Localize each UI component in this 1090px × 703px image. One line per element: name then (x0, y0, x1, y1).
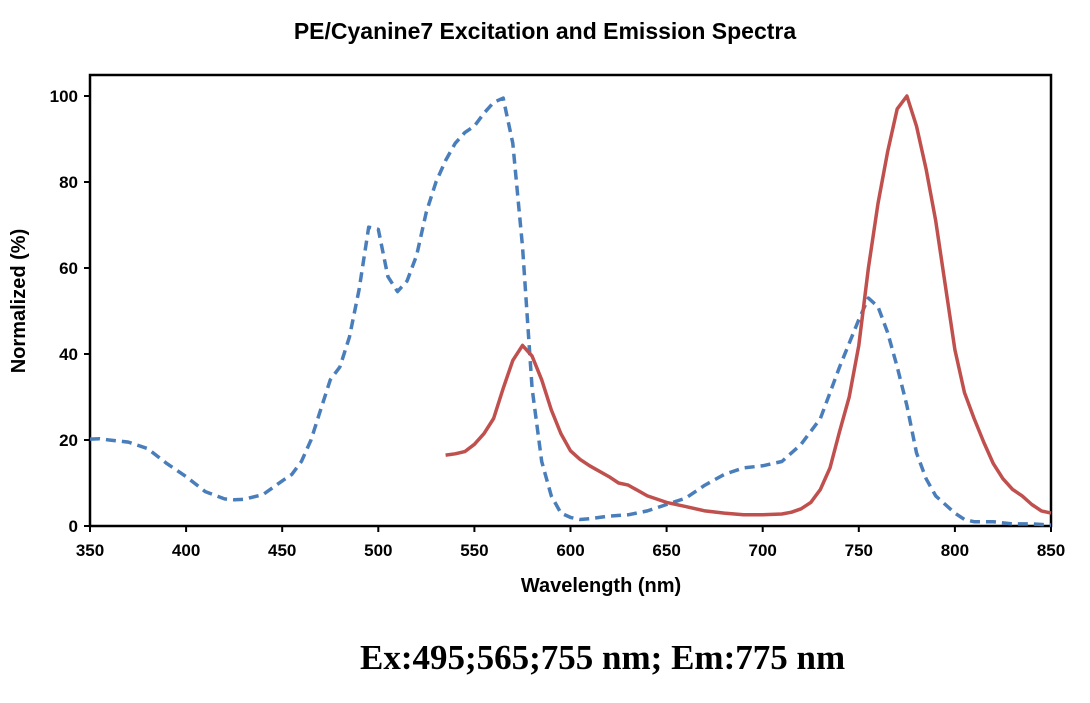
x-tick-label: 650 (652, 541, 680, 560)
x-tick-label: 850 (1037, 541, 1065, 560)
y-tick-label: 80 (59, 173, 78, 192)
x-tick-label: 400 (172, 541, 200, 560)
y-axis-label: Normalized (%) (8, 229, 30, 373)
x-tick-label: 350 (76, 541, 104, 560)
x-tick-label: 750 (845, 541, 873, 560)
y-tick-label: 40 (59, 345, 78, 364)
emission-series-line (445, 94, 1052, 517)
y-tick-label: 60 (59, 259, 78, 278)
x-axis-label: Wavelength (nm) (521, 575, 681, 597)
x-tick-label: 700 (749, 541, 777, 560)
plot-frame (88, 73, 1053, 528)
x-tick-label: 600 (556, 541, 584, 560)
x-tick-label: 500 (364, 541, 392, 560)
y-tick-label: 0 (69, 517, 78, 536)
x-tick-label: 800 (941, 541, 969, 560)
x-tick-label: 450 (268, 541, 296, 560)
excitation-series-line (89, 96, 1052, 527)
y-tick-label: 100 (50, 87, 78, 106)
y-tick-label: 20 (59, 431, 78, 450)
excitation-emission-note: Ex:495;565;755 nm; Em:775 nm (360, 638, 846, 677)
x-tick-label: 550 (460, 541, 488, 560)
chart-title: PE/Cyanine7 Excitation and Emission Spec… (293, 18, 797, 44)
